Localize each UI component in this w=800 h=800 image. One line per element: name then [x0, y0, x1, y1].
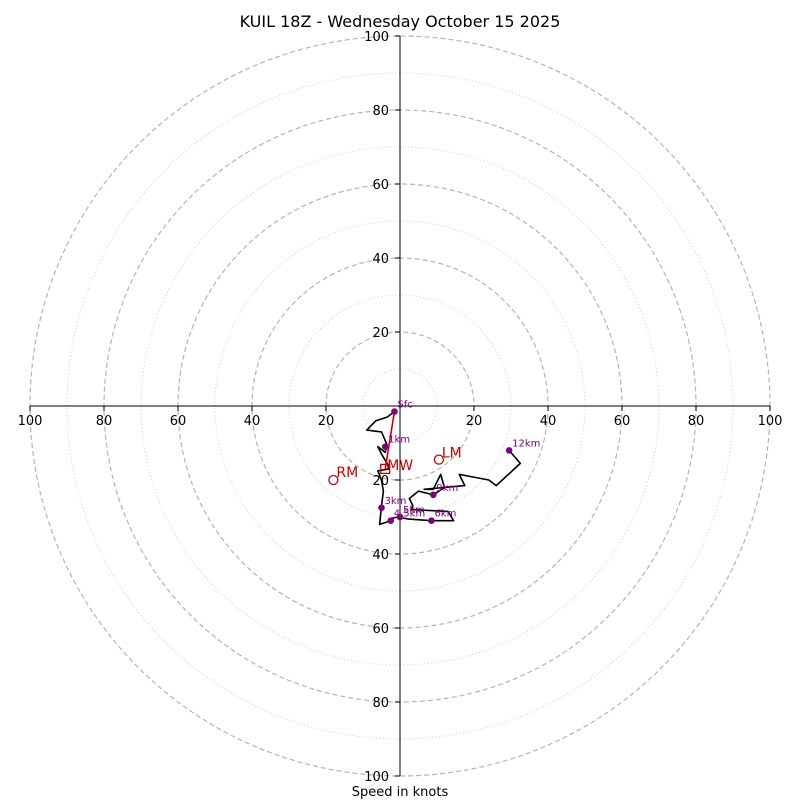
mean-wind-label: MW: [387, 458, 413, 474]
storm-motion-vector: [384, 411, 396, 470]
tick-label-x-left: 60: [170, 414, 187, 429]
tick-label-x-left: 20: [318, 414, 335, 429]
height-marker-dot: [387, 517, 395, 524]
mean-wind-marker: [380, 463, 391, 475]
tick-label-y-bottom: 20: [372, 474, 389, 489]
height-marker-dot: [381, 443, 389, 451]
left-mover-label: LM: [442, 446, 462, 462]
tick-label-x-right: 40: [540, 414, 557, 429]
height-marker-dot: [378, 504, 385, 512]
right-mover-label: RM: [336, 465, 358, 481]
tick-label-y-top: 100: [364, 30, 389, 45]
tick-label-y-bottom: 40: [372, 548, 389, 563]
chart-title: KUIL 18Z - Wednesday October 15 2025: [240, 12, 561, 31]
height-marker-dot: [396, 513, 404, 521]
height-marker-label: 5km: [403, 505, 425, 516]
height-marker-label: 9km: [436, 483, 458, 494]
left-mover-marker: [433, 454, 445, 465]
tick-label-x-right: 80: [688, 414, 705, 429]
height-marker-dot: [428, 517, 435, 524]
height-marker-label: 6km: [434, 509, 456, 520]
right-mover-marker: [328, 474, 339, 486]
tick-labels: 100 80 60 40 20 20 40 60 80 100 100 80 6…: [18, 30, 783, 785]
height-marker-dot: [391, 408, 398, 415]
height-marker-label: 3km: [385, 496, 407, 507]
storm-motion-layer: [328, 411, 445, 486]
tick-label-y-top: 80: [372, 104, 389, 119]
tick-label-y-top: 60: [372, 178, 389, 193]
tick-label-x-left: 80: [96, 414, 113, 429]
height-marker-label: Sfc: [397, 400, 412, 411]
tick-label-y-bottom: 80: [372, 696, 389, 711]
tick-label-x-right: 100: [758, 414, 783, 429]
height-marker-label: 1km: [388, 435, 410, 446]
height-marker-dot: [430, 491, 437, 499]
tick-label-x-right: 60: [614, 414, 631, 429]
tick-label-y-top: 40: [372, 252, 389, 267]
tick-label-y-top: 20: [372, 326, 389, 341]
tick-label-x-left: 100: [18, 414, 43, 429]
x-axis-label: Speed in knots: [352, 785, 449, 800]
tick-label-x-left: 40: [244, 414, 261, 429]
tick-label-y-bottom: 100: [364, 770, 389, 785]
tick-label-x-right: 20: [466, 414, 483, 429]
height-marker-label: 4.5km: [394, 509, 425, 520]
height-marker-label: 12km: [512, 438, 540, 449]
axes: [29, 35, 771, 777]
height-marker-dot: [505, 447, 513, 454]
tick-label-y-bottom: 60: [372, 622, 389, 637]
